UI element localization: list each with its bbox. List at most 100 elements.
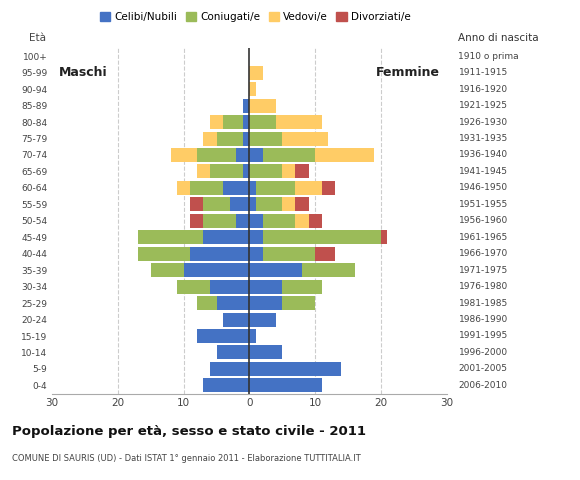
Bar (381, 230, 387, 244)
Bar (151, 263, 184, 277)
Bar (216, 132, 243, 145)
Bar (249, 280, 282, 294)
Text: 1981-1985: 1981-1985 (458, 299, 508, 308)
Bar (243, 165, 249, 179)
Bar (249, 247, 263, 261)
Bar (263, 247, 315, 261)
Bar (204, 197, 230, 211)
Text: 1911-1915: 1911-1915 (458, 68, 508, 77)
Bar (249, 378, 322, 392)
Bar (243, 115, 249, 129)
Bar (249, 296, 282, 310)
Bar (249, 214, 263, 228)
Bar (263, 148, 315, 162)
Bar (309, 214, 322, 228)
Bar (295, 181, 322, 195)
Bar (137, 247, 190, 261)
Text: 1931-1935: 1931-1935 (458, 134, 508, 143)
Text: 1956-1960: 1956-1960 (458, 216, 508, 225)
Bar (302, 263, 354, 277)
Text: 1976-1980: 1976-1980 (458, 282, 508, 291)
Bar (276, 115, 322, 129)
Text: COMUNE DI SAURIS (UD) - Dati ISTAT 1° gennaio 2011 - Elaborazione TUTTITALIA.IT: COMUNE DI SAURIS (UD) - Dati ISTAT 1° ge… (12, 454, 360, 463)
Bar (210, 115, 223, 129)
Text: 1941-1945: 1941-1945 (458, 167, 508, 176)
Bar (282, 165, 295, 179)
Bar (230, 197, 249, 211)
Bar (137, 230, 204, 244)
Bar (184, 263, 249, 277)
Text: Età: Età (28, 33, 46, 43)
Bar (190, 214, 204, 228)
Bar (282, 280, 322, 294)
Bar (204, 214, 236, 228)
Text: 1926-1930: 1926-1930 (458, 118, 508, 127)
Bar (190, 197, 204, 211)
Bar (256, 197, 282, 211)
Bar (263, 214, 295, 228)
Bar (315, 148, 374, 162)
Bar (282, 197, 295, 211)
Bar (177, 181, 190, 195)
Bar (249, 181, 256, 195)
Text: 1951-1955: 1951-1955 (458, 200, 508, 209)
Text: 1961-1965: 1961-1965 (458, 233, 508, 242)
Legend: Celibi/Nubili, Coniugati/e, Vedovi/e, Divorziati/e: Celibi/Nubili, Coniugati/e, Vedovi/e, Di… (96, 8, 415, 26)
Bar (295, 214, 309, 228)
Bar (216, 296, 249, 310)
Text: 1936-1940: 1936-1940 (458, 150, 508, 159)
Bar (249, 165, 282, 179)
Bar (197, 165, 210, 179)
Text: 1946-1950: 1946-1950 (458, 183, 508, 192)
Text: 1921-1925: 1921-1925 (458, 101, 508, 110)
Bar (249, 346, 282, 360)
Bar (295, 197, 309, 211)
Text: 1991-1995: 1991-1995 (458, 332, 508, 340)
Bar (243, 132, 249, 145)
Bar (249, 312, 276, 326)
Bar (249, 197, 256, 211)
Bar (295, 165, 309, 179)
Bar (197, 296, 216, 310)
Text: Maschi: Maschi (59, 66, 107, 79)
Text: 1910 o prima: 1910 o prima (458, 52, 519, 61)
Bar (315, 247, 335, 261)
Bar (249, 263, 302, 277)
Bar (263, 230, 381, 244)
Bar (256, 181, 295, 195)
Bar (249, 66, 263, 80)
Bar (190, 181, 223, 195)
Bar (236, 148, 249, 162)
Bar (210, 362, 249, 376)
Bar (249, 98, 276, 113)
Bar (210, 280, 249, 294)
Text: 1971-1975: 1971-1975 (458, 265, 508, 275)
Bar (282, 296, 315, 310)
Text: Popolazione per età, sesso e stato civile - 2011: Popolazione per età, sesso e stato civil… (12, 425, 365, 438)
Text: Femmine: Femmine (376, 66, 440, 79)
Bar (204, 132, 216, 145)
Text: 2006-2010: 2006-2010 (458, 381, 508, 390)
Bar (197, 329, 249, 343)
Bar (177, 280, 210, 294)
Text: 1986-1990: 1986-1990 (458, 315, 508, 324)
Bar (249, 148, 263, 162)
Bar (171, 148, 197, 162)
Bar (249, 329, 256, 343)
Bar (223, 312, 249, 326)
Bar (223, 181, 249, 195)
Bar (236, 214, 249, 228)
Bar (249, 115, 276, 129)
Text: 1996-2000: 1996-2000 (458, 348, 508, 357)
Bar (249, 132, 282, 145)
Bar (249, 82, 256, 96)
Text: Anno di nascita: Anno di nascita (458, 33, 539, 43)
Text: 2001-2005: 2001-2005 (458, 364, 508, 373)
Bar (223, 115, 243, 129)
Bar (249, 230, 263, 244)
Text: 1916-1920: 1916-1920 (458, 84, 508, 94)
Bar (243, 98, 249, 113)
Text: 1966-1970: 1966-1970 (458, 249, 508, 258)
Bar (322, 181, 335, 195)
Bar (204, 230, 249, 244)
